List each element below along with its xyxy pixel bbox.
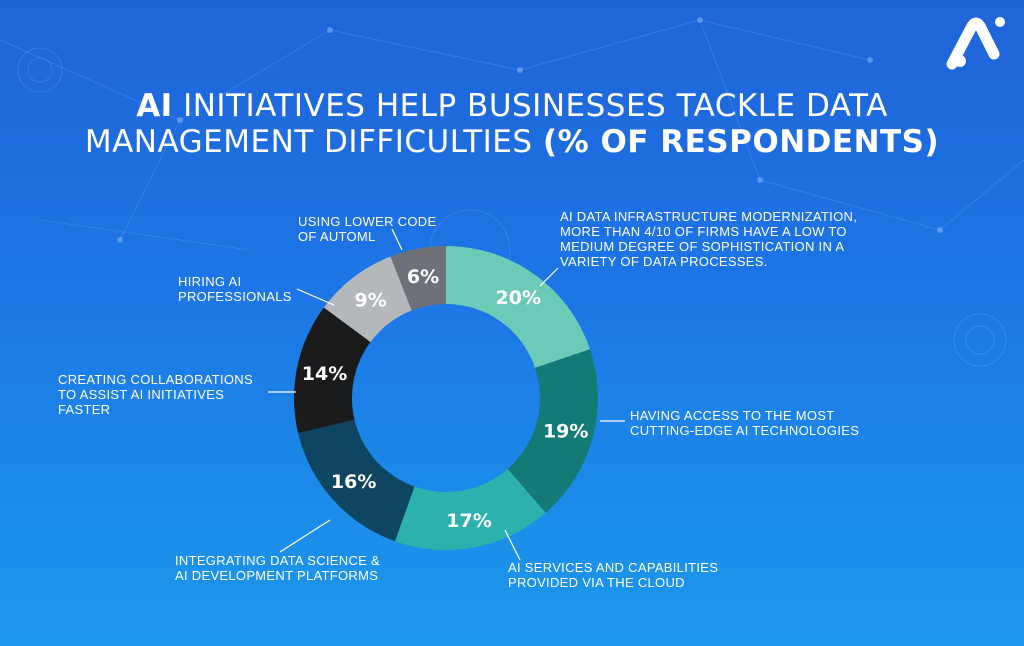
slice-category-label-line: PROVIDED VIA THE CLOUD	[508, 575, 685, 590]
donut-slice	[294, 307, 371, 434]
slice-category-label-line: INTEGRATING DATA SCIENCE &	[175, 553, 380, 568]
slice-value-label: 6%	[407, 266, 439, 288]
slice-category-label-line: HIRING AI	[178, 274, 242, 289]
slice-category-label-line: MORE THAN 4/10 OF FIRMS HAVE A LOW TO	[560, 224, 847, 239]
donut-slice	[323, 256, 412, 343]
chart-title-line-1: AI INITIATIVES HELP BUSINESSES TACKLE DA…	[40, 86, 984, 126]
title-text-continued: MANAGEMENT DIFFICULTIES	[84, 124, 543, 160]
donut-slice	[507, 349, 598, 513]
brand-logo-icon	[946, 17, 1005, 70]
slice-category-label: AI SERVICES AND CAPABILITIES PROVIDED VIA…	[508, 560, 718, 590]
slice-value-label: 17%	[446, 510, 491, 532]
leader-line	[391, 228, 403, 251]
slice-category-label-line: MEDIUM DEGREE OF SOPHISTICATION IN A	[560, 239, 845, 254]
slice-value-label: 19%	[543, 420, 588, 442]
donut-slice	[298, 419, 415, 542]
slice-value-label: 16%	[331, 471, 376, 493]
title-bold-prefix: AI	[136, 88, 173, 124]
leader-line	[504, 529, 521, 561]
slice-category-label-line: HAVING ACCESS TO THE MOST	[630, 408, 835, 423]
slice-category-label-line: AI DATA INFRASTRUCTURE MODERNIZATION,	[560, 209, 858, 224]
slice-value-label: 9%	[355, 290, 387, 312]
slice-category-label: AI DATA INFRASTRUCTURE MODERNIZATION, MOR…	[560, 209, 857, 269]
donut-slice	[446, 246, 590, 368]
slice-category-label-line: VARIETY OF DATA PROCESSES.	[560, 254, 768, 269]
donut-slice	[395, 468, 546, 551]
slice-category-label-line: AI SERVICES AND CAPABILITIES	[508, 560, 719, 575]
slice-category-label-line: PROFESSIONALS	[178, 289, 292, 304]
slice-category-label-line: FASTER	[58, 402, 111, 417]
slice-category-label: HAVING ACCESS TO THE MOST CUTTING-EDGE AI…	[630, 408, 859, 438]
slice-category-label-line: CREATING COLLABORATIONS	[58, 372, 253, 387]
slice-category-label: CREATING COLLABORATIONS TO ASSIST AI INIT…	[58, 372, 253, 417]
leader-line	[296, 288, 335, 306]
slice-category-label-line: AI DEVELOPMENT PLATFORMS	[175, 568, 379, 583]
slice-category-label-line: TO ASSIST AI INITIATIVES	[58, 387, 225, 402]
leader-line	[279, 519, 331, 553]
slice-category-label-line: OF AUTOML	[298, 229, 376, 244]
slice-value-label: 20%	[496, 287, 541, 309]
slice-category-label-line: CUTTING-EDGE AI TECHNOLOGIES	[630, 423, 860, 438]
donut-slice	[390, 246, 446, 311]
slice-category-label: USING LOWER CODE OF AUTOML	[298, 214, 436, 244]
slice-category-label: INTEGRATING DATA SCIENCE & AI DEVELOPMENT…	[175, 553, 380, 583]
slice-value-label: 14%	[302, 363, 347, 385]
title-text: INITIATIVES HELP BUSINESSES TACKLE DATA	[172, 88, 888, 124]
slice-category-label: HIRING AI PROFESSIONALS	[178, 274, 292, 304]
leader-line	[539, 267, 559, 287]
title-bold-suffix: (% OF RESPONDENTS)	[542, 124, 940, 160]
slice-category-label-line: USING LOWER CODE	[298, 214, 437, 229]
chart-title-line-2: MANAGEMENT DIFFICULTIES (% OF RESPONDENT…	[40, 122, 984, 162]
